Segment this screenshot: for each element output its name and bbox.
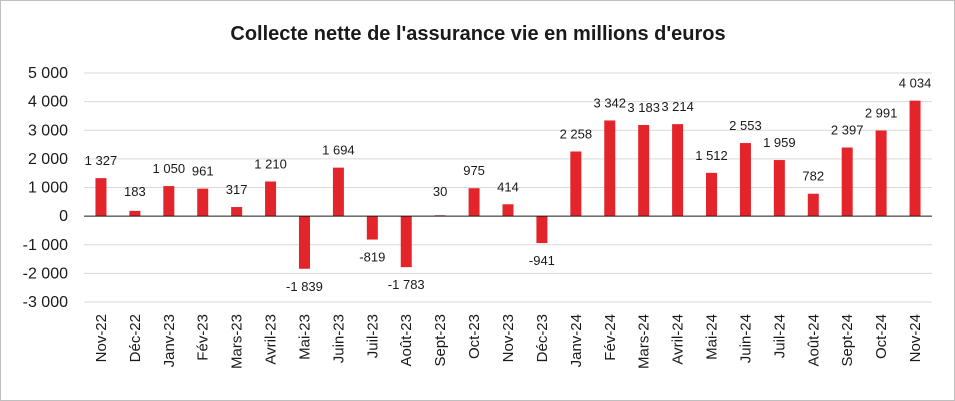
data-label: 961 — [192, 164, 214, 179]
data-label: 782 — [802, 169, 824, 184]
gridlines — [84, 72, 932, 303]
data-label: 2 991 — [865, 106, 898, 121]
bar — [129, 210, 141, 217]
bar — [604, 120, 616, 217]
x-tick-label: Avril-23 — [263, 314, 280, 365]
x-tick-label: Juin-24 — [737, 314, 754, 363]
bar — [672, 124, 684, 217]
bar — [706, 172, 718, 217]
data-label: -1 839 — [286, 279, 323, 294]
y-tick-label: 2 000 — [28, 151, 68, 168]
data-label: 1 959 — [763, 135, 796, 150]
y-tick-label: -3 000 — [23, 294, 68, 311]
y-axis-ticks: 5 000 4 000 3 000 2 000 1 000 0 -1 000 -2 000 -3… — [23, 65, 68, 311]
bar — [570, 151, 582, 217]
x-tick-label: Fév-24 — [602, 314, 619, 361]
x-tick-label: Mars-24 — [636, 314, 653, 369]
x-tick-label: Mai-23 — [296, 314, 313, 360]
bar — [909, 100, 921, 217]
x-tick-label: Juil-23 — [364, 314, 381, 358]
x-tick-label: Fév-23 — [195, 314, 212, 361]
bar — [332, 167, 344, 217]
data-label: 1 050 — [153, 161, 186, 176]
x-axis-ticks: Nov-22 Déc-22 Janv-23 Fév-23 Mars-23 Avril-23… — [93, 314, 924, 369]
y-tick-label: 5 000 — [28, 65, 68, 82]
x-tick-label: Nov-23 — [500, 314, 517, 362]
x-tick-label: Déc-22 — [127, 314, 144, 362]
data-label: 2 397 — [831, 123, 864, 138]
data-label: 2 258 — [560, 126, 593, 141]
data-label: 317 — [226, 182, 248, 197]
chart-title: Collecte nette de l'assurance vie en mil… — [230, 23, 725, 45]
bar — [197, 188, 209, 217]
data-label: 1 694 — [322, 143, 355, 158]
x-tick-label: Juin-23 — [330, 314, 347, 363]
data-label: 1 512 — [695, 148, 728, 163]
x-tick-label: Avril-24 — [670, 314, 687, 365]
x-tick-label: Août-24 — [805, 314, 822, 367]
bar — [875, 130, 887, 217]
data-label: -1 783 — [388, 277, 425, 292]
x-tick-label: Sept-24 — [839, 314, 856, 367]
data-label: 30 — [433, 184, 447, 199]
bar — [841, 147, 853, 217]
x-tick-label: Juil-24 — [771, 314, 788, 358]
y-tick-label: 3 000 — [28, 122, 68, 139]
y-tick-label: 0 — [59, 208, 68, 225]
x-tick-label: Sept-23 — [432, 314, 449, 367]
bar — [773, 160, 785, 217]
x-tick-label: Oct-24 — [873, 314, 890, 359]
x-tick-label: Janv-23 — [161, 314, 178, 367]
bar — [231, 207, 243, 217]
x-tick-label: Mars-23 — [229, 314, 246, 369]
data-label: 975 — [463, 163, 485, 178]
x-tick-label: Janv-24 — [568, 314, 585, 367]
data-label: -819 — [359, 250, 385, 265]
data-label: 3 214 — [661, 99, 694, 114]
bar — [468, 188, 480, 217]
x-tick-label: Nov-22 — [93, 314, 110, 362]
bar — [536, 216, 548, 244]
data-label: -941 — [529, 253, 555, 268]
data-label: 1 327 — [85, 153, 118, 168]
y-tick-label: 1 000 — [28, 180, 68, 197]
y-tick-label: -1 000 — [23, 237, 68, 254]
x-tick-label: Août-23 — [398, 314, 415, 367]
bar — [502, 204, 514, 217]
bar — [265, 181, 277, 217]
x-tick-label: Déc-23 — [534, 314, 551, 362]
data-label: 2 553 — [729, 118, 762, 133]
x-tick-label: Oct-23 — [466, 314, 483, 359]
bar — [807, 193, 819, 217]
y-tick-label: 4 000 — [28, 94, 68, 111]
data-label: 183 — [124, 184, 146, 199]
x-tick-label: Mai-24 — [704, 314, 721, 360]
bar — [739, 143, 751, 217]
bar — [400, 216, 412, 268]
bars — [95, 100, 921, 269]
bar — [163, 186, 175, 217]
data-label: 4 034 — [899, 76, 932, 91]
x-tick-label: Nov-24 — [907, 314, 924, 362]
data-label: 3 183 — [627, 100, 660, 115]
bar — [298, 216, 310, 269]
data-label: 1 210 — [254, 156, 287, 171]
bar — [95, 178, 107, 217]
data-label: 3 342 — [593, 95, 626, 110]
bar — [366, 216, 378, 240]
y-tick-label: -2 000 — [23, 265, 68, 282]
data-label: 414 — [497, 179, 519, 194]
bar — [638, 125, 650, 217]
